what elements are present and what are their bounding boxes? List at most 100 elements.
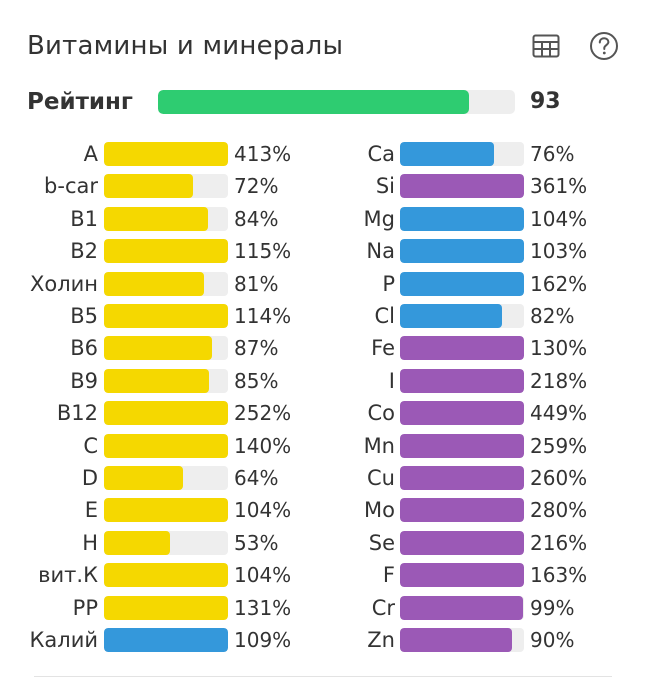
nutrient-percent: 84%: [234, 206, 279, 231]
nutrient-bar-fill: [400, 368, 524, 393]
nutrient-label: вит.К: [38, 563, 98, 588]
nutrient-bar-fill: [400, 271, 524, 296]
nutrient-row: Ca 76%: [0, 141, 646, 167]
nutrient-bar-fill: [400, 142, 495, 166]
nutrient-percent: 413%: [234, 142, 292, 166]
nutrient-bar-fill: [400, 206, 524, 231]
nutrient-percent: 216%: [530, 530, 588, 555]
nutrient-row: Cr 99%: [0, 595, 646, 621]
nutrient-row: B2 115%: [0, 238, 646, 264]
nutrient-bar: [400, 595, 524, 620]
card-header: Витамины и минералы: [27, 28, 620, 64]
nutrient-bar-fill: [400, 433, 524, 458]
nutrient-row: B6 87%: [0, 335, 646, 361]
nutrient-bar-fill: [400, 174, 524, 199]
nutrient-bar: [104, 336, 228, 361]
nutrient-bar: [104, 498, 228, 523]
nutrient-label: E: [84, 498, 98, 523]
nutrient-bar: [104, 401, 228, 426]
nutrient-bar-fill: [400, 401, 524, 426]
nutrient-bar: [400, 206, 524, 231]
nutrient-label: Калий: [29, 628, 99, 652]
help-icon[interactable]: [588, 30, 620, 62]
nutrient-bar: [104, 304, 228, 328]
nutrient-bar: [104, 142, 228, 166]
nutrient-percent: 99%: [530, 595, 575, 620]
nutrient-percent: 76%: [530, 142, 575, 166]
nutrient-percent: 109%: [234, 628, 292, 652]
nutrient-bar: [104, 595, 228, 620]
nutrient-bar-fill: [400, 336, 524, 361]
rating-bar-fill: [158, 90, 469, 114]
nutrient-bar: [104, 239, 228, 264]
nutrient-bar-fill: [400, 498, 524, 523]
nutrient-row: Mo 280%: [0, 497, 646, 523]
nutrient-percent: 130%: [530, 336, 588, 361]
nutrient-label: Ca: [367, 142, 395, 166]
nutrient-bar-fill: [104, 595, 228, 620]
nutrient-row: E 104%: [0, 497, 646, 523]
nutrient-label: P: [382, 271, 395, 296]
nutrient-label: Mg: [363, 206, 395, 231]
nutrient-label: Mn: [363, 433, 395, 458]
nutrient-row: I 218%: [0, 368, 646, 394]
nutrient-row: Mn 259%: [0, 433, 646, 459]
nutrient-bar-fill: [104, 498, 228, 523]
nutrient-percent: 140%: [234, 433, 292, 458]
nutrient-bar-fill: [104, 304, 228, 328]
nutrient-label: Mo: [364, 498, 395, 523]
nutrient-row: Fe 130%: [0, 335, 646, 361]
nutrient-bar: [400, 271, 524, 296]
nutrient-bar-fill: [400, 628, 512, 652]
nutrient-bar-fill: [104, 563, 228, 588]
nutrient-label: Zn: [367, 628, 395, 652]
nutrient-bar: [400, 563, 524, 588]
nutrient-bar: [400, 466, 524, 490]
nutrient-label: Co: [367, 401, 395, 426]
nutrient-label: A: [83, 142, 98, 166]
nutrient-row: Холин 81%: [0, 271, 646, 297]
nutrient-bar: [400, 368, 524, 393]
nutrient-bar: [400, 401, 524, 426]
header-actions: [530, 28, 620, 64]
rating-bar: [158, 90, 515, 114]
nutrient-row: A 413%: [0, 141, 646, 167]
nutrient-bar: [400, 336, 524, 361]
nutrient-bar-fill: [104, 142, 228, 166]
nutrient-percent: 131%: [234, 595, 292, 620]
nutrient-label: D: [81, 466, 98, 490]
table-icon[interactable]: [530, 30, 562, 62]
nutrient-percent: 162%: [530, 271, 588, 296]
nutrient-percent: 104%: [234, 498, 292, 523]
nutrient-row: Na 103%: [0, 238, 646, 264]
nutrient-row: Co 449%: [0, 400, 646, 426]
nutrient-label: B1: [70, 206, 98, 231]
nutrient-percent: 104%: [234, 563, 292, 588]
nutrient-bar: [400, 628, 524, 652]
nutrient-percent: 103%: [530, 239, 588, 264]
nutrient-bar: [104, 563, 228, 588]
nutrient-bar: [104, 628, 228, 652]
nutrient-label: B9: [70, 368, 98, 393]
nutrient-percent: 53%: [234, 530, 279, 555]
nutrient-bar-fill: [104, 174, 194, 199]
nutrient-row: PP 131%: [0, 595, 646, 621]
nutrient-label: Cl: [374, 304, 396, 328]
nutrient-bar-fill: [104, 239, 228, 264]
nutrient-row: Se 216%: [0, 530, 646, 556]
nutrient-label: H: [82, 530, 98, 555]
rating-row: Рейтинг 93: [27, 86, 587, 118]
nutrient-bar-fill: [104, 271, 205, 296]
nutrient-percent: 81%: [234, 271, 279, 296]
nutrient-label: Cr: [371, 595, 395, 620]
nutrient-bar: [400, 498, 524, 523]
nutrient-bar-fill: [400, 239, 524, 264]
nutrient-percent: 361%: [530, 174, 588, 199]
nutrient-percent: 87%: [234, 336, 279, 361]
nutrient-row: F 163%: [0, 562, 646, 588]
nutrient-bar: [104, 271, 228, 296]
nutrient-label: PP: [72, 595, 98, 620]
nutrient-bar-fill: [104, 466, 184, 490]
nutrient-percent: 218%: [530, 368, 588, 393]
nutrient-percent: 114%: [234, 304, 292, 328]
